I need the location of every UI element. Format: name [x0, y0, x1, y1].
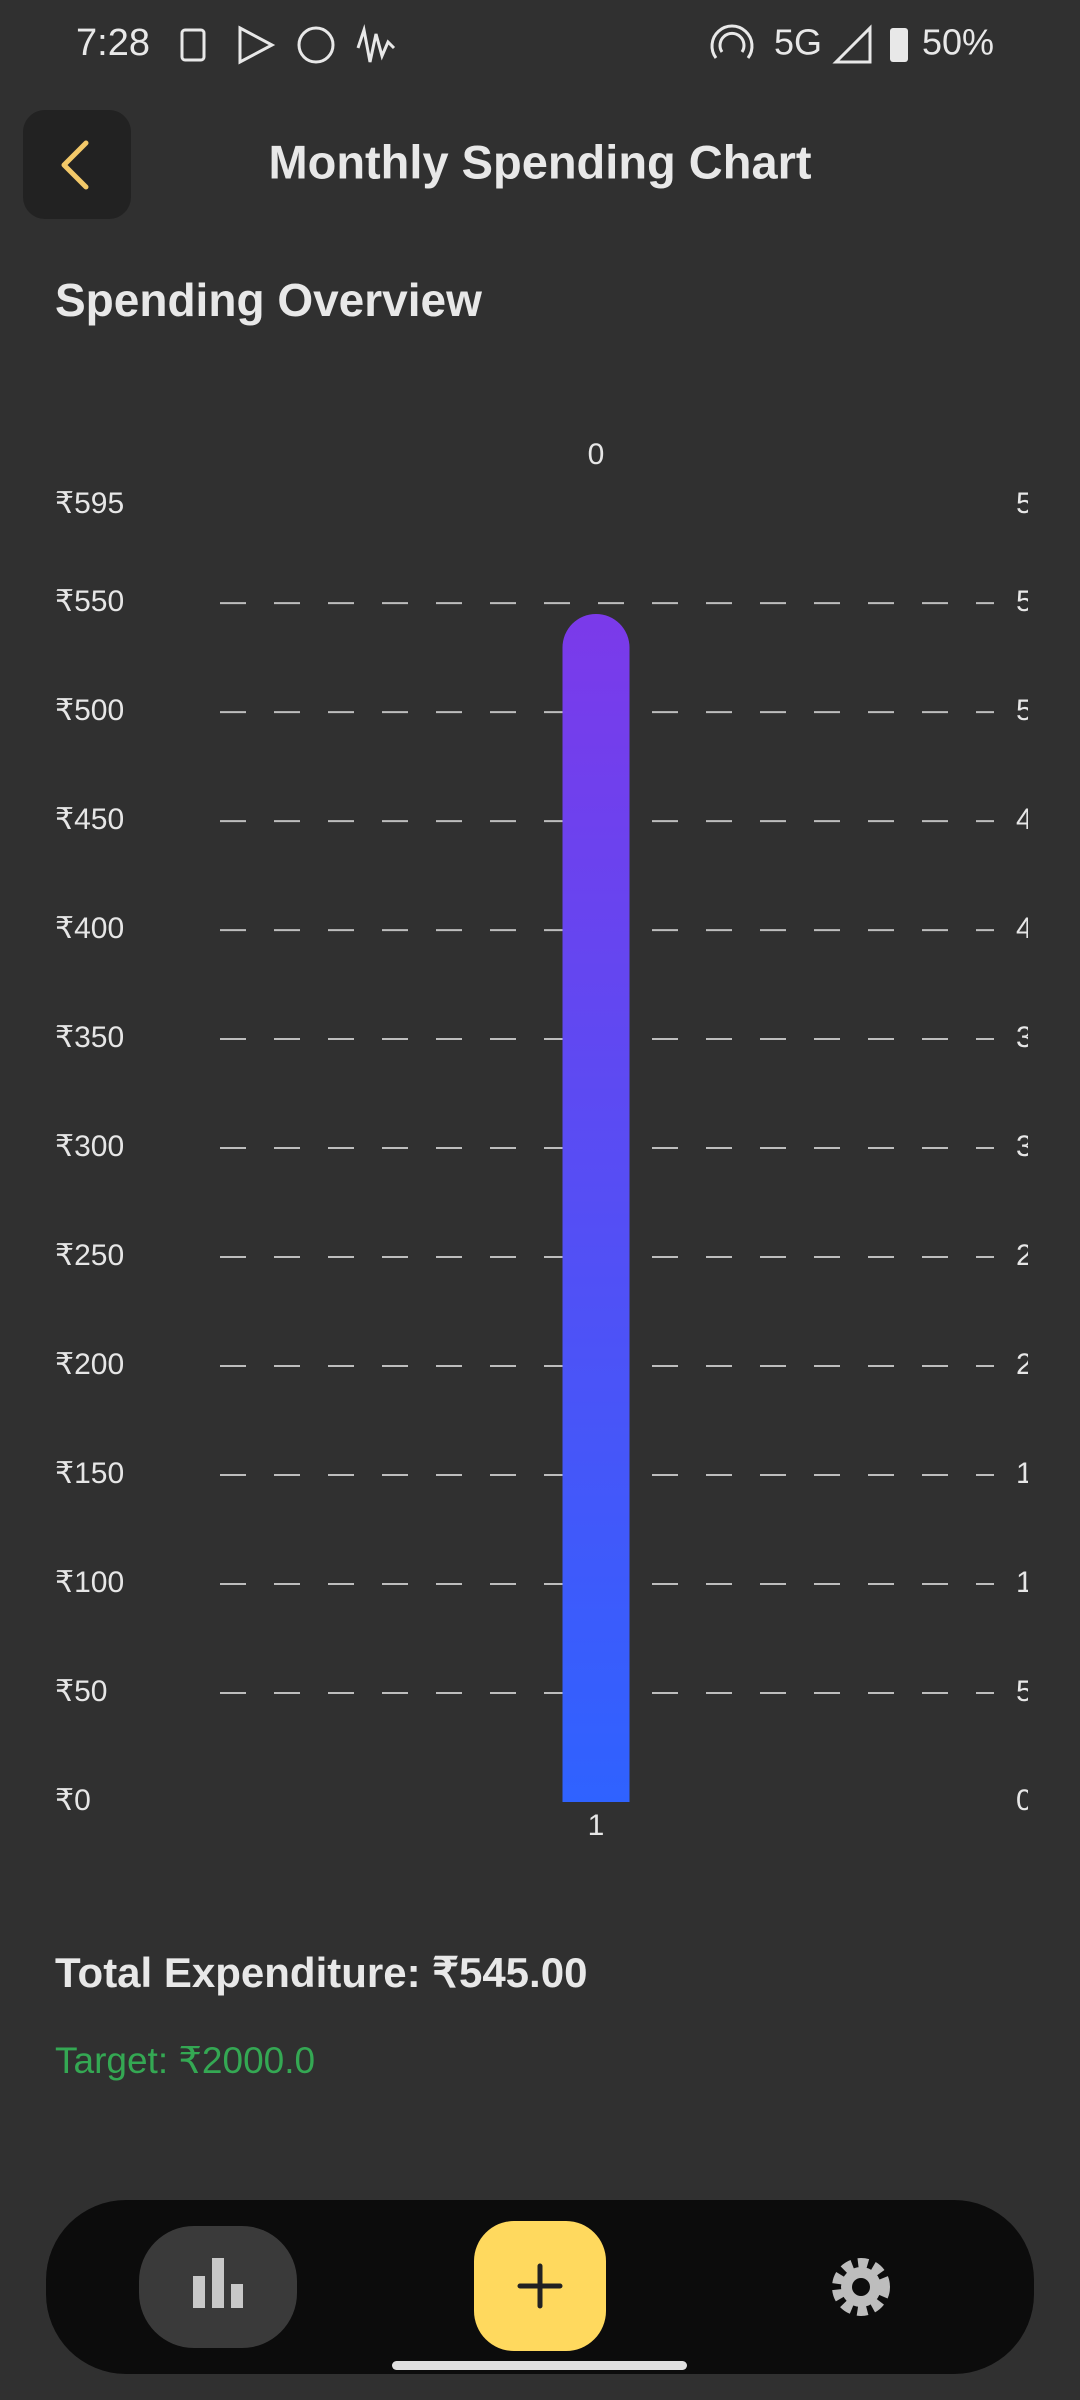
y2-tick-label: 200 [1016, 1348, 1066, 1381]
y2-tick-label: 150 [1016, 1457, 1066, 1490]
section-title: Spending Overview [55, 274, 482, 326]
y-tick-label: ₹400 [55, 912, 124, 945]
signal-icon [832, 24, 872, 64]
bar [562, 613, 630, 1802]
y2-tick-label: 550 [1016, 585, 1066, 618]
header-title: Monthly Spending Chart [268, 135, 811, 188]
back-icon [61, 140, 89, 190]
status-battery: 50% [922, 22, 994, 63]
y-tick-label: ₹300 [55, 1130, 124, 1163]
y-tick-label: ₹595 [55, 487, 124, 520]
y-tick-label: ₹50 [55, 1675, 107, 1708]
y-tick-label: ₹500 [55, 694, 124, 727]
y2-tick-label: 595 [1016, 487, 1066, 520]
y-tick-label: ₹450 [55, 803, 124, 836]
back-button[interactable] [23, 110, 131, 219]
chart: ₹0 ₹50 ₹100 ₹150 ₹200 ₹250 ₹300 ₹350 ₹400 ₹450 ₹50… [55, 438, 1066, 1842]
status-time: 7:28 [76, 22, 150, 64]
chart-icon [193, 2258, 243, 2308]
top-tick-label: 0 [588, 438, 605, 471]
y2-tick-label: 500 [1016, 694, 1066, 727]
y-tick-label: ₹350 [55, 1021, 124, 1054]
y-tick-label: ₹150 [55, 1457, 124, 1490]
y2-tick-label: 300 [1016, 1130, 1066, 1163]
y2-tick-label: 350 [1016, 1021, 1066, 1054]
y2-tick-label: 100 [1016, 1566, 1066, 1599]
y2-tick-label: 250 [1016, 1239, 1066, 1272]
home-indicator [392, 2361, 687, 2370]
status-network: 5G [774, 22, 822, 63]
battery-icon [890, 28, 908, 62]
status-icons [180, 24, 754, 65]
y-tick-label: ₹100 [55, 1566, 124, 1599]
y-tick-label: ₹200 [55, 1348, 124, 1381]
add-icon [517, 2263, 563, 2309]
y-tick-label: ₹550 [55, 585, 124, 618]
y2-tick-label: 50 [1016, 1675, 1049, 1708]
y2-tick-label: 450 [1016, 803, 1066, 836]
y-tick-label: ₹250 [55, 1239, 124, 1272]
y-tick-label: ₹0 [55, 1784, 91, 1817]
settings-button[interactable] [832, 2258, 890, 2316]
y2-tick-label: 0 [1016, 1784, 1033, 1817]
target: Target: ₹2000.0 [55, 2040, 315, 2081]
y2-tick-label: 400 [1016, 912, 1066, 945]
total-expenditure: Total Expenditure: ₹545.00 [55, 1949, 587, 1996]
right-axis: 0 50 100 150 200 250 300 350 400 450 500 550 595 [1016, 487, 1066, 1817]
x-tick-label: 1 [588, 1809, 605, 1842]
